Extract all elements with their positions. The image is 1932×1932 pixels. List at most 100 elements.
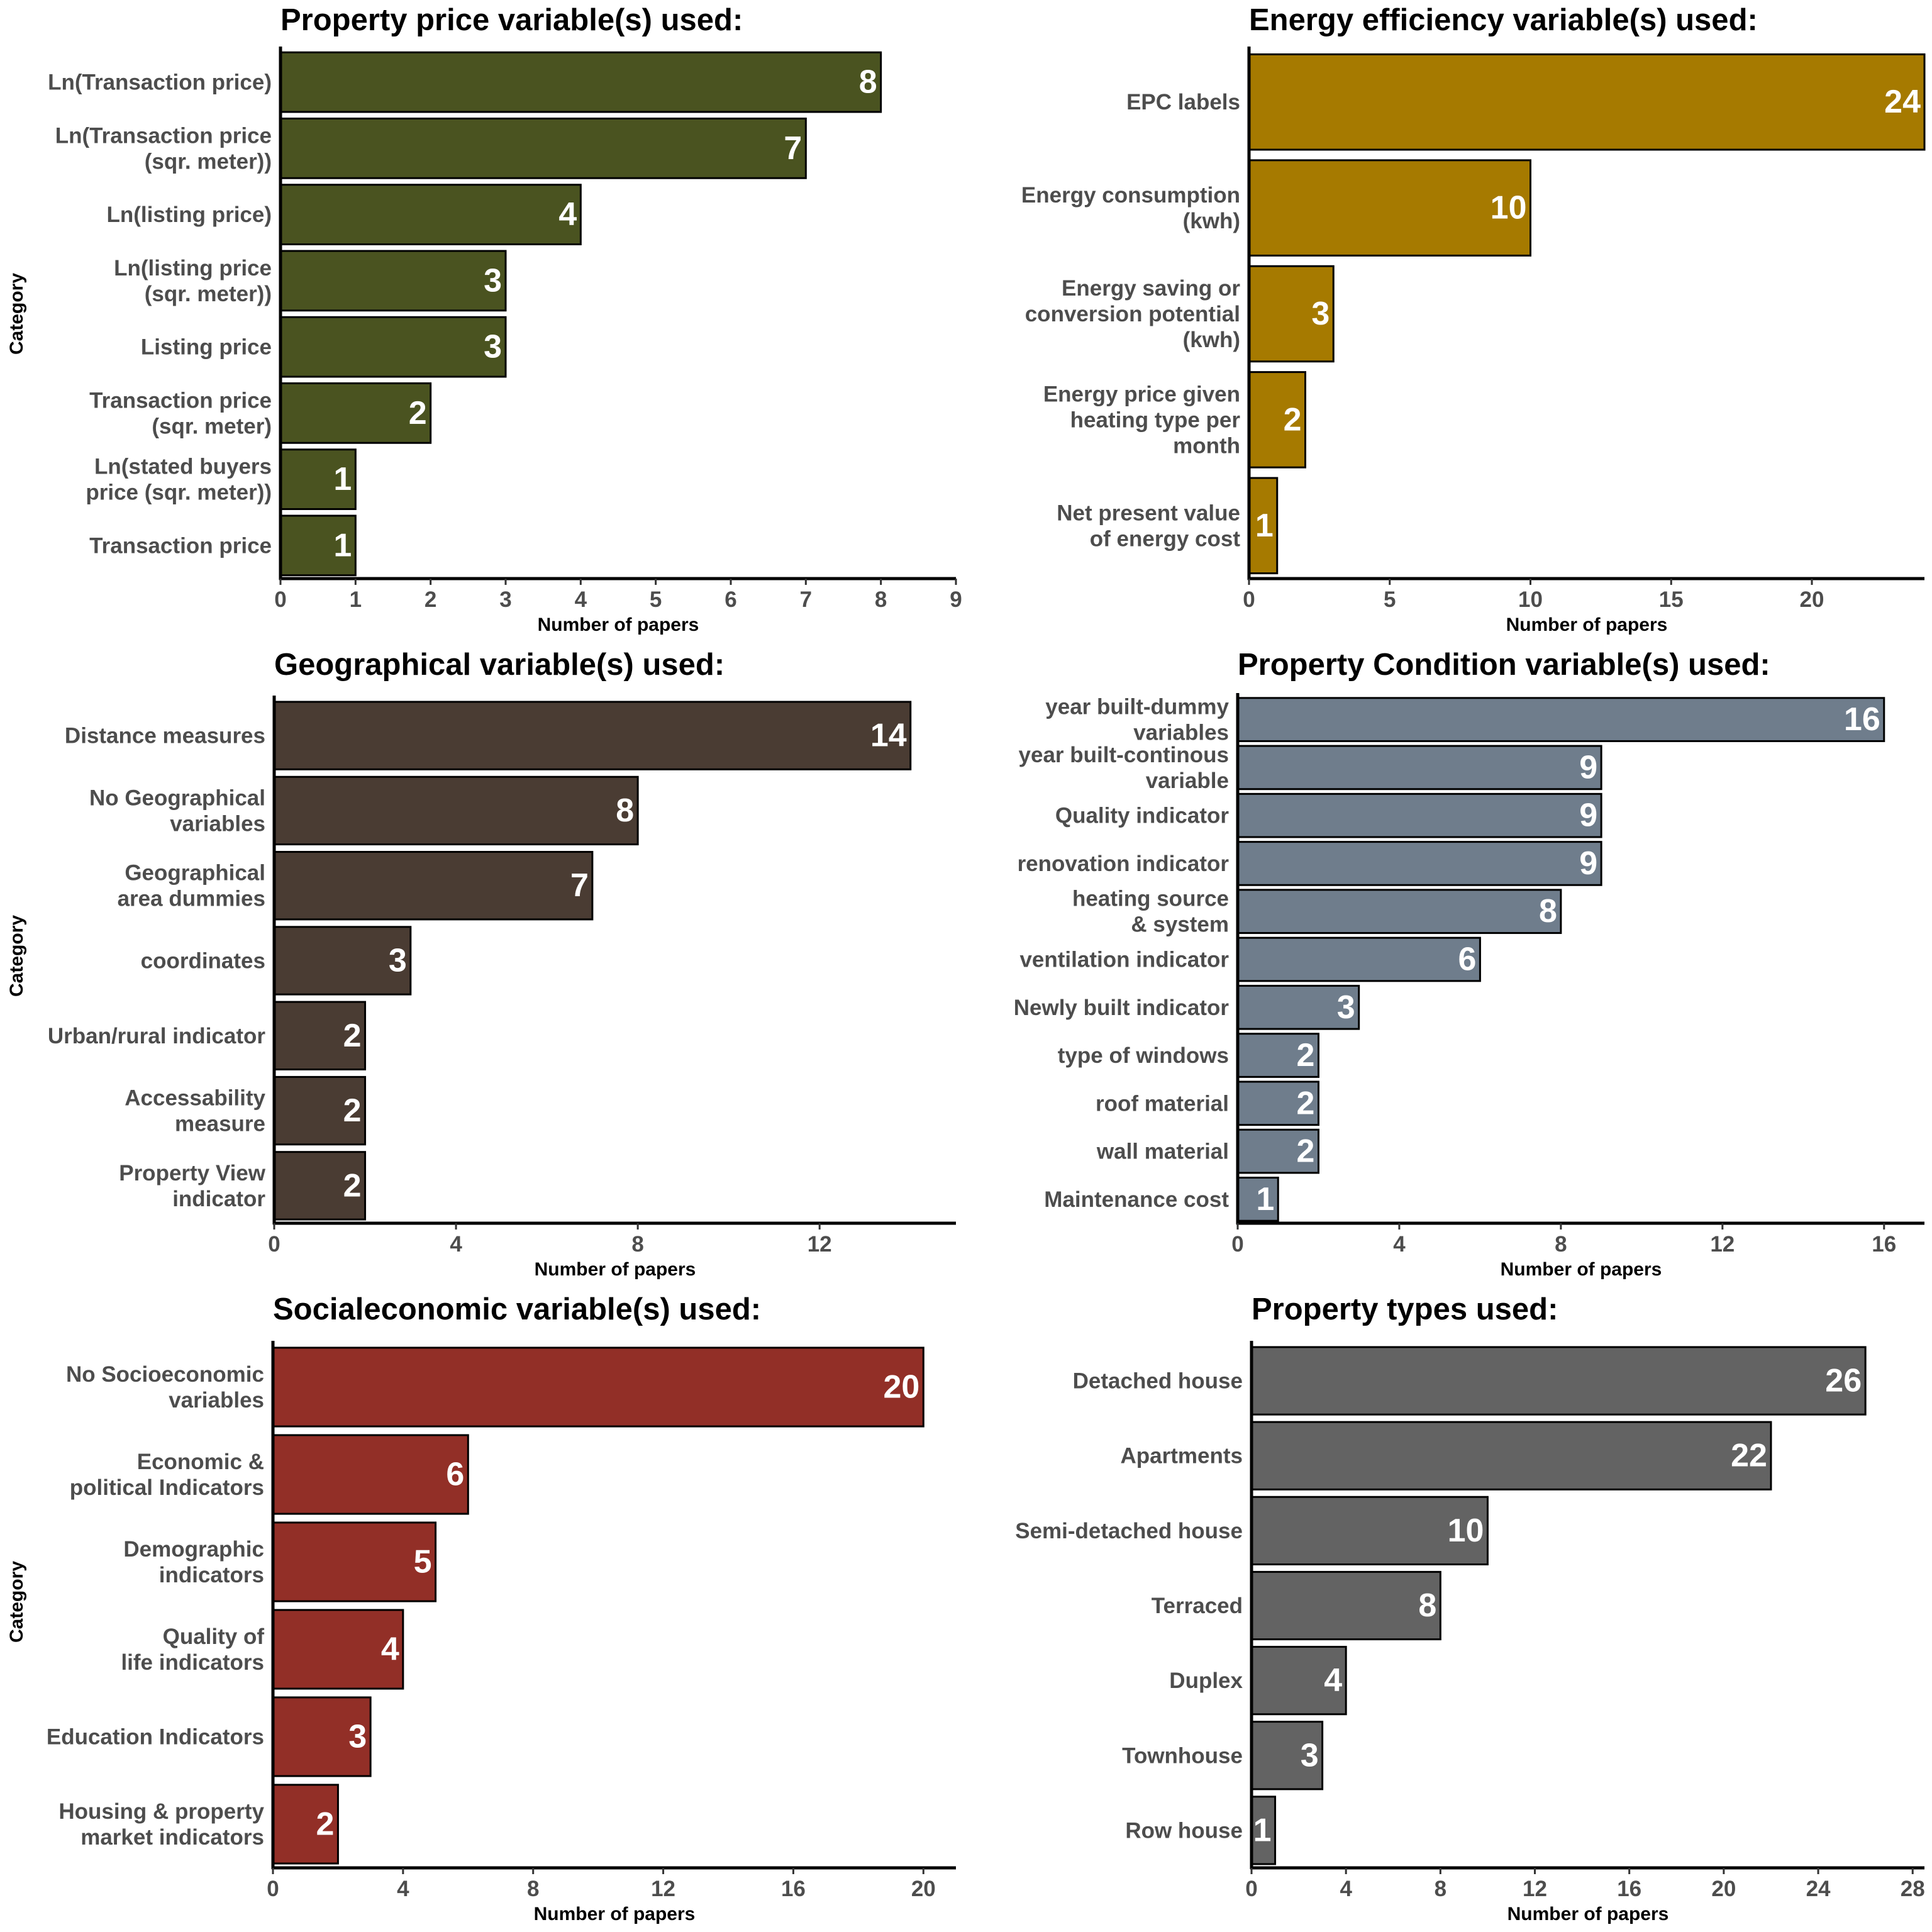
x-tick-label: 4: [450, 1232, 462, 1257]
panel-title: Property types used:: [1252, 1292, 1558, 1326]
category-label-line: market indicators: [80, 1825, 264, 1850]
category-label-line: Terraced: [1152, 1594, 1243, 1618]
bar-value-label: 1: [333, 527, 352, 564]
bar-value-label: 10: [1448, 1513, 1484, 1549]
x-tick-label: 4: [397, 1877, 409, 1901]
bar-value-label: 9: [1579, 845, 1597, 882]
bar: [1250, 1796, 1277, 1865]
category-label: Listing price: [141, 335, 272, 359]
category-label: Ln(Transaction price (sqr. meter)): [55, 123, 272, 174]
bar-value-label: 2: [1297, 1037, 1315, 1074]
bar-value-label: 2: [1297, 1085, 1315, 1121]
category-label: Education Indicators: [47, 1724, 264, 1749]
bar: [272, 1609, 404, 1690]
bar-value-label: 10: [1491, 190, 1527, 226]
category-label: Newly built indicator: [1014, 995, 1230, 1019]
category-label-line: life indicators: [121, 1650, 264, 1675]
category-label-line: Row house: [1125, 1818, 1243, 1843]
bar: [272, 1521, 437, 1602]
category-label-line: EPC labels: [1126, 90, 1240, 114]
bar: [279, 250, 507, 312]
bar: [273, 1001, 367, 1070]
bar: [273, 926, 412, 996]
bar-value-label: 8: [859, 64, 877, 101]
bar-value-label: 26: [1825, 1363, 1862, 1399]
category-label-line: price (sqr. meter)): [86, 480, 272, 504]
bar: [1250, 1570, 1441, 1641]
bar-value-label: 6: [446, 1457, 464, 1493]
bar: [1248, 53, 1926, 151]
category-label-line: type of windows: [1058, 1043, 1229, 1068]
bar-value-label: 2: [1284, 401, 1302, 438]
x-tick-label: 8: [527, 1877, 539, 1901]
category-label-line: of energy cost: [1090, 526, 1241, 551]
bar: [273, 851, 594, 921]
category-label-line: Geographical: [125, 860, 265, 885]
bar-value-label: 1: [333, 461, 352, 497]
bar-value-label: 5: [414, 1544, 432, 1580]
bar-value-label: 4: [381, 1631, 399, 1668]
category-label-line: Economic &: [137, 1450, 264, 1474]
panel-title: Socialeconomic variable(s) used:: [273, 1292, 761, 1326]
bar-value-label: 24: [1884, 84, 1921, 120]
category-label-line: conversion potential: [1025, 302, 1240, 326]
category-label-line: Energy saving or: [1062, 276, 1240, 301]
category-label-line: & system: [1131, 912, 1229, 936]
bar-value-label: 1: [1256, 1181, 1274, 1218]
bar-value-label: 2: [343, 1018, 362, 1054]
category-label: Quality of life indicators: [121, 1624, 264, 1675]
x-axis-title: Number of papers: [538, 614, 699, 635]
x-tick-label: 24: [1806, 1877, 1831, 1901]
bar-value-label: 1: [1253, 1812, 1272, 1848]
category-label: ventilation indicator: [1019, 947, 1229, 972]
x-tick-label: 12: [1710, 1232, 1735, 1257]
bar: [1248, 371, 1306, 469]
category-label: Distance measures: [65, 723, 265, 748]
x-tick-label: 5: [650, 587, 662, 612]
category-label: Property View indicator: [119, 1160, 266, 1211]
category-label: Demographic indicators: [123, 1537, 264, 1587]
bar: [279, 382, 432, 444]
category-label-line: Townhouse: [1122, 1743, 1243, 1768]
bar: [1236, 841, 1602, 886]
category-label-line: Maintenance cost: [1044, 1187, 1229, 1211]
category-label-line: variable: [1146, 768, 1229, 792]
category-label-line: Housing & property: [58, 1799, 264, 1824]
x-tick-label: 8: [631, 1232, 643, 1257]
bar: [1236, 984, 1360, 1030]
category-label: Transaction price: [89, 533, 272, 558]
category-label: Ln(stated buyers price (sqr. meter)): [86, 454, 272, 504]
x-tick-label: 8: [1555, 1232, 1567, 1257]
bar: [273, 1151, 367, 1221]
x-tick-label: 20: [911, 1877, 936, 1901]
category-label: type of windows: [1058, 1043, 1229, 1068]
category-label: coordinates: [141, 948, 265, 973]
bar: [273, 775, 639, 846]
x-tick-label: 9: [950, 587, 962, 612]
bar: [272, 1434, 469, 1515]
category-label-line: measure: [175, 1111, 265, 1136]
bar: [1248, 265, 1335, 363]
bar-value-label: 3: [1301, 1737, 1319, 1774]
category-label-line: Ln(stated buyers: [94, 454, 272, 479]
bar: [279, 448, 357, 510]
category-label: Ln(listing price): [107, 203, 272, 227]
y-axis-title: Category: [6, 915, 27, 997]
bar: [1236, 889, 1562, 935]
bar-value-label: 4: [1324, 1662, 1342, 1699]
bar: [1248, 159, 1531, 257]
bar: [273, 1075, 367, 1146]
category-label: Urban/rural indicator: [48, 1023, 266, 1048]
x-tick-label: 28: [1901, 1877, 1925, 1901]
bar: [1236, 792, 1602, 838]
category-label-line: Transaction price: [89, 533, 272, 558]
category-label-line: coordinates: [141, 948, 265, 973]
bar-value-label: 4: [558, 196, 577, 233]
category-label-line: roof material: [1096, 1091, 1229, 1116]
bar: [272, 1346, 924, 1428]
category-label: Maintenance cost: [1044, 1187, 1229, 1211]
category-label: Ln(Transaction price): [48, 70, 272, 94]
category-label: Energy price given heating type per month: [1043, 382, 1241, 458]
x-tick-label: 5: [1384, 587, 1396, 612]
